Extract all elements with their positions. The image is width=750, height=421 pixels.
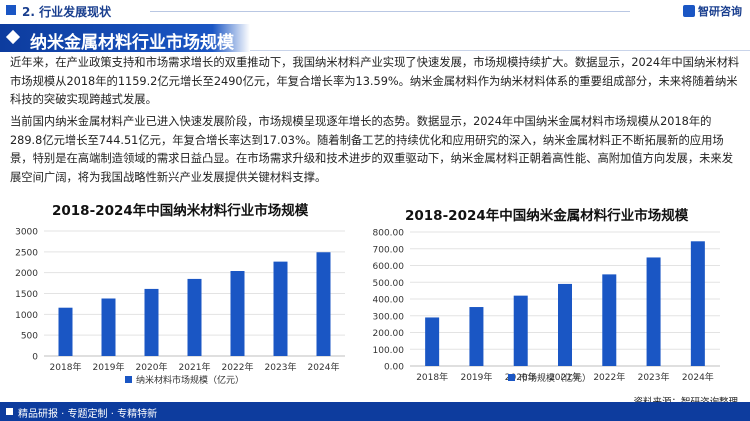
x-tick-label: 2023年 bbox=[265, 361, 297, 373]
y-tick-label: 1500 bbox=[15, 290, 38, 300]
brand-logo-icon bbox=[683, 5, 695, 17]
bar bbox=[230, 271, 245, 356]
nano-metal-chart: 0.00 100.00 200.00 300.00 400.00 500.00 600.00… bbox=[373, 229, 720, 384]
footer-marker-icon bbox=[6, 408, 13, 415]
y-tick-label: 700.00 bbox=[373, 245, 405, 255]
x-tick-label: 2024年 bbox=[308, 361, 340, 373]
bar bbox=[425, 317, 440, 366]
x-tick-label: 2018年 bbox=[50, 361, 82, 373]
bar bbox=[101, 298, 116, 356]
banner-background bbox=[0, 24, 250, 52]
y-tick-label: 100.00 bbox=[373, 346, 405, 356]
header-divider bbox=[150, 11, 630, 12]
x-tick-label: 2019年 bbox=[460, 371, 492, 383]
bar bbox=[187, 278, 202, 356]
brand-name: 智研咨询 bbox=[698, 5, 742, 18]
metal-paragraph: 当前国内纳米金属材料产业已进入快速发展阶段，市场规模呈现逐年增长的态势。数据显示… bbox=[10, 115, 734, 184]
legend-label: 纳米材料市场规模（亿元） bbox=[136, 374, 244, 386]
bar bbox=[144, 288, 159, 356]
chart-title-right: 2018-2024年中国纳米金属材料行业市场规模 bbox=[405, 208, 689, 224]
y-tick-label: 2000 bbox=[15, 269, 38, 279]
y-tick-label: 1000 bbox=[15, 311, 38, 321]
x-tick-label: 2022年 bbox=[593, 371, 625, 383]
x-tick-label: 2021年 bbox=[179, 361, 211, 373]
x-tick-label: 2018年 bbox=[416, 371, 448, 383]
x-tick-label: 2022年 bbox=[222, 361, 254, 373]
x-tick-label: 2024年 bbox=[682, 371, 714, 383]
y-tick-label: 600.00 bbox=[373, 262, 405, 272]
page-title: 纳米金属材料行业市场规模 bbox=[30, 33, 234, 53]
y-tick-label: 0 bbox=[32, 353, 38, 363]
footer-bar: 精品研报 · 专题定制 · 专精特新 bbox=[0, 402, 750, 421]
bar bbox=[469, 307, 484, 366]
legend-swatch bbox=[125, 376, 132, 383]
top-bar: 2. 行业发展现状 智研咨询 bbox=[0, 0, 750, 22]
bar bbox=[316, 252, 331, 356]
y-tick-label: 500 bbox=[21, 332, 38, 342]
bar bbox=[646, 257, 661, 366]
bar bbox=[273, 261, 288, 356]
x-tick-label: 2021年 bbox=[549, 371, 581, 383]
legend-swatch bbox=[508, 374, 515, 381]
intro-paragraph: 近年来，在产业政策支持和市场需求增长的双重推动下，我国纳米材料产业实现了快速发展… bbox=[10, 56, 740, 107]
brand-logo: 智研咨询 bbox=[683, 3, 742, 19]
page-banner: 纳米金属材料行业市场规模 bbox=[0, 24, 750, 53]
banner-rule bbox=[250, 50, 750, 51]
bar bbox=[558, 283, 572, 366]
x-tick-label: 2023年 bbox=[638, 371, 670, 383]
section-marker-icon bbox=[6, 5, 16, 15]
bar bbox=[602, 274, 617, 366]
y-tick-label: 500.00 bbox=[373, 279, 405, 289]
bar bbox=[513, 295, 528, 366]
y-tick-label: 400.00 bbox=[373, 296, 405, 306]
section-title: 2. 行业发展现状 bbox=[22, 5, 112, 19]
legend-label: 市场规模（亿元） bbox=[519, 372, 591, 384]
chart-title-left: 2018-2024年中国纳米材料行业市场规模 bbox=[52, 203, 309, 219]
y-tick-label: 0.00 bbox=[384, 363, 404, 373]
y-tick-label: 3000 bbox=[15, 228, 38, 238]
nano-materials-chart: 0 500 1000 1500 2000 2500 3000 2018年 2019年 2020年 2… bbox=[15, 228, 345, 386]
y-tick-label: 800.00 bbox=[373, 229, 405, 239]
bar bbox=[58, 307, 73, 356]
x-tick-label: 2019年 bbox=[93, 361, 125, 373]
footer-tagline: 精品研报 · 专题定制 · 专精特新 bbox=[18, 409, 158, 420]
bar bbox=[690, 241, 705, 366]
x-tick-label: 2020年 bbox=[136, 361, 168, 373]
y-tick-label: 2500 bbox=[15, 248, 38, 258]
y-tick-label: 300.00 bbox=[373, 312, 405, 322]
y-tick-label: 200.00 bbox=[373, 329, 405, 339]
